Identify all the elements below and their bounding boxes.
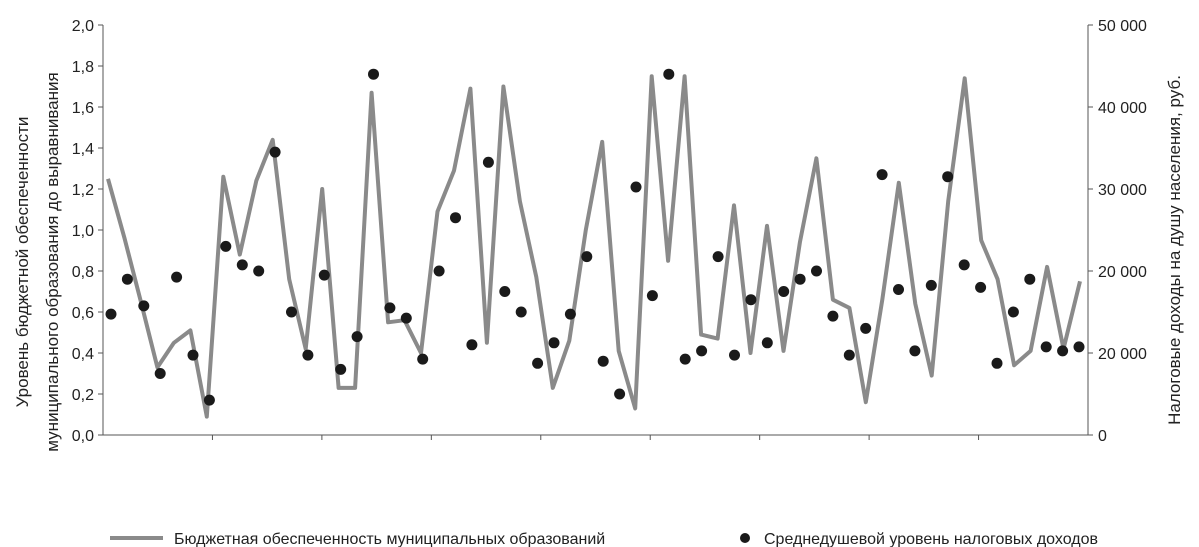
tax-dot bbox=[335, 363, 347, 375]
tax-dot bbox=[269, 146, 281, 158]
tax-dot bbox=[827, 310, 839, 322]
tax-dot bbox=[499, 286, 511, 297]
legend-dot-marker bbox=[740, 533, 750, 543]
right-tick-label: 50 000 bbox=[1098, 18, 1147, 35]
tax-dot bbox=[548, 337, 560, 349]
tax-dot bbox=[975, 281, 987, 293]
tax-dot bbox=[991, 357, 1003, 369]
tax-dot bbox=[630, 181, 642, 193]
tax-dot bbox=[679, 353, 691, 365]
tax-dot bbox=[286, 306, 297, 318]
tax-dot bbox=[368, 68, 379, 80]
budget-line-path bbox=[106, 74, 1082, 419]
right-tick-label: 20 000 bbox=[1098, 264, 1147, 281]
left-tick-label: 0,4 bbox=[72, 346, 94, 363]
right-tick-label: 30 000 bbox=[1098, 182, 1147, 199]
tax-dot bbox=[466, 339, 478, 351]
tax-dot bbox=[663, 68, 675, 80]
tax-dot bbox=[843, 349, 855, 361]
legend-label-line: Бюджетная обеспеченность муниципальных о… bbox=[174, 531, 605, 547]
left-tick-label: 1,2 bbox=[72, 182, 94, 199]
left-axis-label-line-1: Уровень бюджетной обеспеченности bbox=[13, 117, 32, 408]
tax-dot bbox=[1007, 306, 1019, 318]
tax-dot bbox=[761, 337, 773, 349]
left-tick-label: 1,6 bbox=[72, 100, 94, 117]
tax-dot bbox=[1024, 273, 1036, 285]
right-axis-label: Налоговые доходы на душу населения, руб. bbox=[1165, 75, 1184, 425]
tax-dot bbox=[860, 322, 872, 334]
left-tick-label: 1,0 bbox=[72, 223, 94, 240]
tax-dot bbox=[105, 308, 117, 320]
left-tick-label: 1,8 bbox=[72, 59, 94, 76]
tax-dot bbox=[450, 212, 461, 224]
tax-dot bbox=[532, 357, 544, 369]
tax-dot bbox=[515, 306, 527, 318]
tax-dot bbox=[154, 368, 166, 379]
left-tick-label: 2,0 bbox=[72, 18, 94, 35]
tax-dot bbox=[302, 349, 314, 361]
left-axis-label-line-2: муниципального образования до выравниван… bbox=[43, 72, 62, 451]
tax-dot bbox=[925, 279, 937, 291]
left-tick-label: 0,0 bbox=[72, 428, 94, 445]
tax-dot bbox=[236, 259, 248, 271]
left-tick-label: 0,6 bbox=[72, 305, 94, 322]
left-tick-label: 1,4 bbox=[72, 141, 94, 158]
tax-dot bbox=[614, 388, 626, 400]
right-tick-label: 40 000 bbox=[1098, 100, 1147, 117]
tax-dot bbox=[121, 273, 133, 285]
right-tick-label: 0 bbox=[1098, 428, 1107, 445]
tax-dot bbox=[384, 302, 396, 314]
tax-dot bbox=[696, 345, 708, 357]
tax-dot bbox=[712, 251, 724, 263]
left-tick-labels: 0,0 0,2 0,4 0,6 0,8 1,0 1,2 1,4 1,6 1,8 2,0 bbox=[72, 18, 94, 445]
tax-dot bbox=[351, 331, 363, 343]
tax-dot bbox=[811, 265, 822, 277]
tax-dot bbox=[220, 240, 232, 252]
left-tick-label: 0,8 bbox=[72, 264, 94, 281]
series-tax-dots bbox=[105, 68, 1085, 406]
tax-dot bbox=[893, 284, 904, 295]
tax-dot bbox=[482, 156, 494, 168]
tax-dot bbox=[1057, 345, 1069, 357]
tax-dot bbox=[942, 171, 954, 183]
legend: Бюджетная обеспеченность муниципальных о… bbox=[110, 531, 1098, 547]
legend-label-dots: Среднедушевой уровень налоговых доходов bbox=[764, 531, 1098, 547]
tax-dot bbox=[876, 169, 888, 181]
tax-dot bbox=[909, 345, 921, 357]
right-tick-labels: 0 20 000 20 000 30 000 40 000 50 000 bbox=[1098, 18, 1147, 445]
tax-dot bbox=[203, 394, 215, 406]
tax-dot bbox=[729, 349, 740, 361]
tax-dot bbox=[597, 355, 609, 367]
tax-dot bbox=[433, 265, 445, 277]
tax-dot bbox=[171, 271, 183, 283]
tax-dot bbox=[417, 353, 429, 365]
left-tick-label: 0,2 bbox=[72, 387, 94, 404]
tax-dot bbox=[794, 273, 806, 285]
tax-dot bbox=[778, 286, 790, 297]
tax-dot bbox=[646, 290, 658, 302]
tax-dot bbox=[581, 251, 593, 263]
tax-dot bbox=[318, 269, 330, 281]
tax-dot bbox=[400, 312, 412, 324]
tax-dot bbox=[187, 349, 199, 361]
tax-dot bbox=[138, 300, 150, 312]
tax-dot bbox=[1073, 341, 1085, 353]
axes bbox=[98, 24, 1093, 440]
tax-dot bbox=[958, 259, 970, 271]
right-tick-label: 20 000 bbox=[1098, 346, 1147, 363]
tax-dot bbox=[253, 265, 265, 277]
tax-dot bbox=[1040, 341, 1052, 353]
tax-dot bbox=[745, 294, 757, 306]
tax-dot bbox=[564, 308, 576, 320]
series-budget-line bbox=[106, 74, 1082, 419]
